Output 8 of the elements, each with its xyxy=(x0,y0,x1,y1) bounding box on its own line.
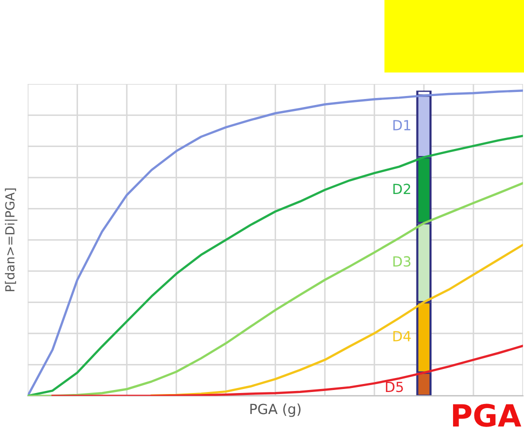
series-label: D3 xyxy=(393,256,410,267)
x-axis-title: PGA (g) xyxy=(250,404,301,417)
series-label: D4 xyxy=(393,331,411,342)
text: PGA xyxy=(453,404,522,427)
series-label: D5 xyxy=(386,382,403,392)
y-axis-title: P[dan>=Di|PGA] xyxy=(4,188,18,292)
series-label: D1 xyxy=(393,120,410,130)
series-label: D2 xyxy=(393,184,410,194)
